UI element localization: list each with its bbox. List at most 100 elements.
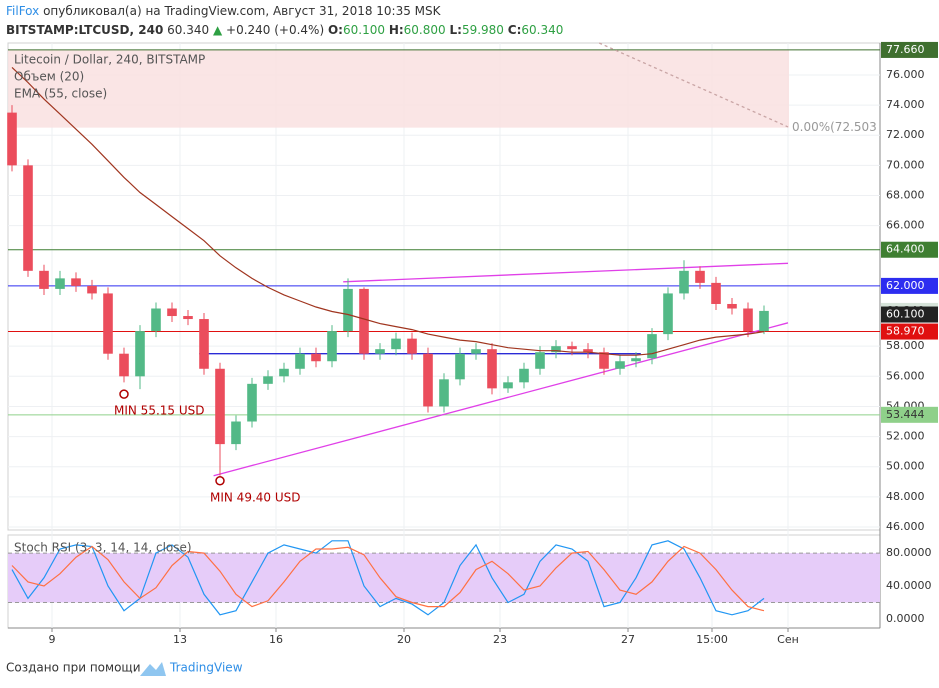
candle-body: [439, 379, 449, 407]
level-label: 53.444: [886, 408, 925, 421]
x-tick-label: 15:00: [696, 633, 728, 646]
level-label: 60.100: [886, 308, 925, 321]
candle-body: [423, 353, 433, 407]
candle-body: [247, 383, 257, 422]
y-tick-label: 52.000: [886, 430, 925, 443]
price: 60.340: [167, 23, 209, 37]
level-label-box: [881, 406, 938, 423]
candle-body: [375, 349, 385, 354]
ohlc-value: 60.100: [343, 23, 385, 37]
ohlc-value: 59.980: [462, 23, 504, 37]
y-tick-label: 76.000: [886, 68, 925, 81]
annotation-marker: [119, 389, 129, 399]
candle-body: [343, 288, 353, 332]
y-tick-label: 68.000: [886, 188, 925, 201]
trendline: [598, 42, 789, 128]
level-label-box: [881, 241, 938, 258]
y-tick-label: 74.000: [886, 98, 925, 111]
candle-body: [743, 308, 753, 332]
candle-body: [279, 368, 289, 377]
logo-shape: [140, 662, 166, 676]
y-tick-label: 50.000: [886, 460, 925, 473]
ohlc-value: 60.800: [404, 23, 446, 37]
candle-body: [87, 285, 97, 294]
ohlc-key: H:: [389, 23, 404, 37]
y-tick-label: 56.000: [886, 369, 925, 382]
y-tick-label: 72.000: [886, 128, 925, 141]
zone: [8, 49, 789, 128]
candle-body: [391, 338, 401, 350]
candle-body: [295, 353, 305, 369]
candle-body: [599, 352, 609, 369]
y-tick-label: 48.000: [886, 490, 925, 503]
candle-body: [327, 331, 337, 362]
x-tick-label: 27: [621, 633, 635, 646]
y-tick-label: 40.0000: [886, 579, 932, 592]
annotation-marker: [215, 476, 225, 486]
candle-body: [695, 270, 705, 283]
stoch-line: [11, 545, 765, 612]
stoch-title: Stoch RSI (3, 3, 14, 14, close): [14, 541, 192, 555]
level-label: 64.400: [886, 243, 925, 256]
x-tick-label: 9: [49, 633, 56, 646]
candle-body: [519, 368, 529, 383]
candle-body: [39, 270, 49, 289]
candle-body: [679, 270, 689, 294]
candle-body: [119, 353, 129, 377]
chart-title: Litecoin / Dollar, 240, BITSTAMP: [14, 53, 205, 67]
candle-body: [23, 165, 33, 271]
footer-brand[interactable]: TradingView: [169, 661, 243, 675]
candle-body: [535, 352, 545, 369]
level-label-box: [881, 323, 938, 340]
candle-body: [727, 303, 737, 309]
candle-body: [263, 376, 273, 384]
header-line-1: FilFox опубликовал(а) на TradingView.com…: [6, 4, 442, 18]
candle-body: [583, 349, 593, 353]
level-label: 77.660: [886, 43, 925, 56]
candle-body: [103, 293, 113, 354]
candle-body: [503, 382, 513, 389]
candle-body: [471, 349, 481, 354]
symbol: BITSTAMP:LTCUSD, 240: [6, 23, 163, 37]
candle-body: [135, 331, 145, 377]
candle-body: [407, 338, 417, 354]
candle-body: [231, 421, 241, 445]
candle-body: [359, 288, 369, 354]
y-tick-label: 70.000: [886, 158, 925, 171]
x-tick-label: 23: [493, 633, 507, 646]
y-tick-label: 58.000: [886, 339, 925, 352]
ohlc-key: C:: [508, 23, 522, 37]
change-arrow: ▲: [213, 23, 226, 37]
ema-legend: EMA (55, close): [14, 87, 107, 101]
candle-body: [215, 368, 225, 445]
level-label-box: [881, 277, 938, 294]
header-line-2: BITSTAMP:LTCUSD, 240 60.340 ▲ +0.240 (+0…: [6, 23, 563, 37]
stoch-band: [8, 553, 880, 603]
x-tick-label: 13: [173, 633, 187, 646]
level-label-box: [881, 306, 938, 323]
published: опубликовал(а) на TradingView.com, Авгус…: [43, 4, 442, 18]
y-tick-label: 66.000: [886, 219, 925, 232]
volume-label: Объем (20): [14, 70, 84, 84]
ema-line: [11, 66, 765, 356]
footer-text: Создано при помощи: [6, 661, 141, 675]
candle-body: [455, 353, 465, 380]
ohlc-key: L:: [449, 23, 461, 37]
candle-body: [71, 278, 81, 286]
candle-body: [615, 361, 625, 369]
candle-body: [199, 319, 209, 369]
candle-body: [55, 278, 65, 289]
candle-body: [551, 346, 561, 353]
change: +0.240 (+0.4%): [226, 23, 324, 37]
ohlc-key: O:: [328, 23, 343, 37]
tradingview-logo: [140, 662, 166, 676]
y-tick-label: 0.0000: [886, 612, 925, 625]
y-tick-label: 46.000: [886, 520, 925, 533]
level-label-box: [881, 41, 938, 58]
candle-body: [183, 316, 193, 320]
trendline: [343, 262, 789, 283]
candle-body: [759, 310, 769, 332]
candle-body: [7, 112, 17, 166]
x-tick-label: 16: [269, 633, 283, 646]
